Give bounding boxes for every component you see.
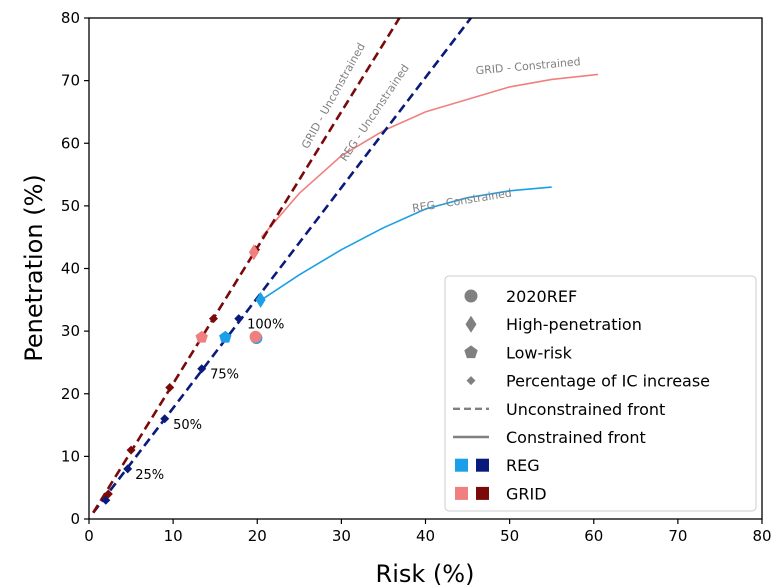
- legend-label: REG: [506, 456, 540, 475]
- ic-marker-reg: [234, 314, 244, 324]
- legend-frame: [444, 275, 757, 512]
- ic-percentage-label: 50%: [173, 418, 202, 433]
- legend-pentagon-icon: [464, 345, 478, 359]
- x-tick-label: 20: [248, 527, 267, 545]
- y-tick-label: 60: [61, 134, 80, 152]
- legend-reg-light-square: [455, 458, 468, 472]
- x-tick-label: 80: [752, 527, 771, 545]
- point-low-risk: [219, 330, 232, 343]
- y-tick-label: 30: [61, 322, 80, 340]
- x-tick-label: 10: [164, 527, 183, 545]
- y-tick-label: 20: [61, 385, 80, 403]
- ic-marker-reg: [160, 414, 170, 424]
- x-tick-label: 30: [332, 527, 351, 545]
- y-tick-label: 40: [61, 260, 80, 278]
- ic-percentage-label: 75%: [210, 368, 239, 383]
- legend-label: 2020REF: [506, 287, 577, 306]
- x-tick-label: 0: [84, 527, 94, 545]
- y-tick-label: 80: [61, 9, 80, 27]
- legend-label: Constrained front: [506, 428, 646, 447]
- legend-small-diamond-icon: [466, 376, 476, 386]
- x-axis-label: Risk (%): [376, 560, 475, 587]
- ic-marker-grid: [165, 382, 175, 392]
- y-tick-label: 70: [61, 72, 80, 90]
- ic-marker-reg: [123, 464, 133, 474]
- ic-percentage-label: 25%: [135, 468, 164, 483]
- point-high-penetration: [248, 244, 259, 261]
- series-line-grid-constrained: [260, 73, 599, 238]
- legend-circle-icon: [464, 289, 478, 303]
- legend-label: GRID: [506, 484, 547, 503]
- ic-marker-grid: [209, 314, 219, 324]
- curve-label: REG - Constrained: [411, 187, 512, 216]
- ic-marker-reg: [197, 364, 207, 374]
- x-tick-label: 40: [416, 527, 435, 545]
- legend-label: Low-risk: [506, 343, 573, 362]
- legend-label: High-penetration: [506, 315, 642, 334]
- ic-marker-grid: [126, 445, 136, 455]
- x-axis: 0 10 20 30 40 50 60 70 80: [84, 519, 772, 545]
- curve-label: GRID - Constrained: [475, 55, 581, 77]
- ic-percentage-label: 100%: [247, 318, 284, 333]
- legend-label: Percentage of IC increase: [506, 372, 710, 391]
- legend-grid-dark-square: [476, 486, 489, 500]
- point-2020ref: [249, 330, 262, 343]
- x-tick-label: 50: [500, 527, 519, 545]
- legend: 2020REF High-penetration Low-risk Percentag…: [444, 275, 757, 512]
- ic-marker-grid: [103, 489, 113, 499]
- x-tick-label: 70: [668, 527, 687, 545]
- y-axis: 0 10 20 30 40 50 60 70 80: [61, 9, 89, 528]
- series-line-reg-unconstrained: [92, 18, 472, 514]
- series-line-reg-constrained: [261, 186, 552, 301]
- legend-diamond-icon: [465, 315, 477, 333]
- legend-grid-light-square: [455, 486, 468, 500]
- x-tick-label: 60: [584, 527, 603, 545]
- y-tick-label: 50: [61, 197, 80, 215]
- legend-label: Unconstrained front: [506, 400, 665, 419]
- y-axis-label: Penetration (%): [20, 174, 48, 361]
- legend-reg-dark-square: [476, 458, 489, 472]
- y-tick-label: 0: [70, 510, 80, 528]
- point-low-risk: [195, 330, 208, 343]
- point-high-penetration: [255, 291, 266, 308]
- series-line-grid-unconstrained: [92, 18, 401, 514]
- y-tick-label: 10: [61, 447, 80, 465]
